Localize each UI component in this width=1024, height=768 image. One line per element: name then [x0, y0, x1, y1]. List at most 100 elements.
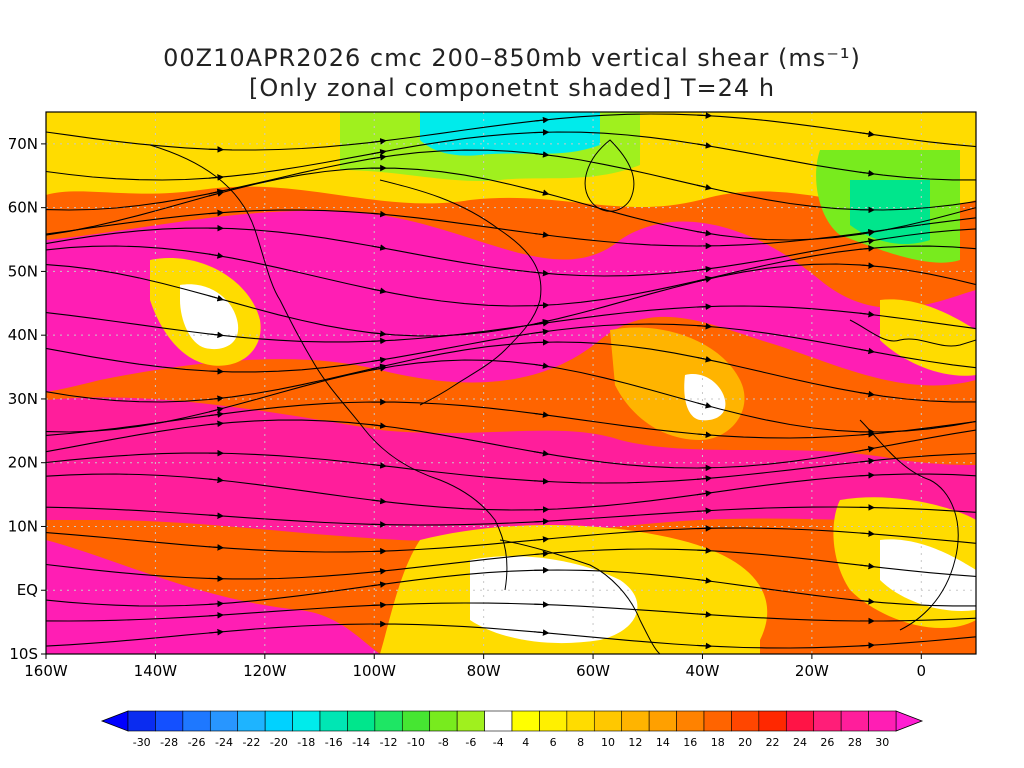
streamline-arrow: [696, 490, 713, 497]
lon-tick-label: 100W: [353, 662, 397, 680]
streamline-arrow: [696, 642, 713, 650]
lat-tick-label: 10S: [9, 645, 38, 663]
colorbar-label: 10: [601, 736, 615, 749]
lat-tick-label: EQ: [17, 581, 38, 599]
colorbar-label: -4: [493, 736, 504, 749]
streamline-arrow: [371, 422, 387, 429]
colorbar-label: 6: [550, 736, 557, 749]
streamline-arrow: [696, 183, 713, 191]
shear-streamlines: [46, 112, 976, 650]
streamline-arrow: [371, 287, 387, 294]
streamline: [46, 419, 976, 469]
streamline: [46, 527, 976, 553]
colorbar-swatch: [209, 710, 239, 732]
streamline-arrow: [534, 362, 550, 369]
colorbar-label: 16: [683, 736, 697, 749]
colorbar-label: -8: [438, 736, 449, 749]
colorbar-label: -6: [465, 736, 476, 749]
lon-tick-label: 40W: [686, 662, 720, 680]
streamline-arrow: [208, 512, 225, 519]
streamline-arrow: [696, 276, 713, 283]
streamline-arrow: [534, 269, 550, 277]
streamline-arrow: [696, 229, 713, 237]
streamline-arrow: [534, 550, 550, 558]
streamline-arrow: [208, 612, 225, 619]
streamline-arrow: [859, 445, 875, 453]
streamline-arrow: [859, 598, 876, 605]
streamline-arrow: [371, 210, 387, 218]
streamline: [46, 245, 976, 307]
colorbar-label: 4: [522, 736, 529, 749]
streamline-arrow: [859, 457, 876, 465]
streamline: [46, 113, 976, 151]
streamline-arrow: [371, 365, 387, 372]
map-title-line-1: 00Z10APR2026 cmc 200–850mb vertical shea…: [163, 44, 861, 72]
streamline: [46, 227, 976, 277]
streamline-arrow: [696, 112, 713, 119]
colorbar-swatch: [347, 710, 376, 732]
colorbar-label: 8: [577, 736, 584, 749]
coastlines: [149, 139, 976, 654]
lon-tick-label: 80W: [467, 662, 501, 680]
colorbar-label: -14: [352, 736, 370, 749]
colorbar-swatch: [566, 710, 595, 732]
streamline-arrow: [208, 252, 225, 259]
streamline-arrow: [859, 130, 876, 138]
streamline-arrow: [696, 303, 713, 310]
streamline: [46, 263, 976, 337]
streamline: [46, 401, 976, 439]
streamline-arrow: [534, 328, 550, 336]
latitude-axis: 70N 60N 50N 40N 30N 20N 10N EQ 10S: [8, 135, 46, 663]
shaded-zonal-shear-field: [46, 112, 976, 654]
streamline-arrow: [859, 642, 876, 649]
colorbar-label: 14: [656, 736, 670, 749]
lat-tick-label: 10N: [8, 517, 38, 535]
colorbar-swatch: [593, 710, 623, 732]
colorbar-swatch: [182, 710, 211, 732]
colorbar-swatch: [319, 710, 348, 732]
streamline: [46, 305, 976, 343]
colorbar-swatch: [648, 710, 677, 732]
colorbar-swatch: [264, 710, 293, 732]
streamline-arrow: [208, 395, 225, 402]
streamline-arrow: [859, 390, 876, 398]
colorbar-label: 30: [875, 736, 889, 749]
colorbar-min-arrow: [100, 710, 129, 732]
streamline: [46, 452, 976, 484]
streamline: [46, 506, 976, 526]
colorbar-swatch: [155, 710, 184, 732]
streamline-arrow: [371, 601, 387, 609]
streamline: [46, 623, 976, 649]
streamline-arrow: [534, 320, 550, 327]
colorbar-swatch: [401, 710, 431, 732]
colorbar-swatch: [429, 710, 458, 732]
streamline-arrow: [208, 174, 225, 181]
streamline-arrow: [859, 237, 876, 245]
lon-tick-label: 120W: [243, 662, 287, 680]
colorbar-label: -16: [325, 736, 343, 749]
streamline-arrow: [696, 507, 713, 515]
colorbar-label: 28: [848, 736, 862, 749]
color-legend-bar: -30 -28 -26 -24 -22 -20 -18 -16 -14 -12 -10 -8 -6 -4 4…: [100, 710, 924, 749]
colorbar-label: -26: [188, 736, 206, 749]
streamline: [46, 131, 976, 181]
streamline-arrow: [208, 406, 224, 413]
colorbar-swatch: [868, 710, 897, 732]
streamline-arrow: [696, 356, 713, 363]
map-title-line-2: [Only zonal componetnt shaded] T=24 h: [248, 74, 776, 102]
colorbar-swatch: [292, 710, 321, 732]
colorbar-label: 18: [711, 736, 725, 749]
lon-tick-label: 0: [917, 662, 927, 680]
streamline: [46, 473, 976, 511]
streamline-arrow: [534, 518, 550, 525]
streamline-arrow: [534, 601, 550, 608]
streamline-arrow: [208, 476, 225, 484]
streamline-arrow: [371, 581, 387, 588]
streamline-arrow: [371, 568, 387, 575]
colorbar-swatch: [785, 710, 815, 732]
streamline-arrow: [371, 337, 387, 345]
colorbar-swatch: [758, 710, 787, 732]
colorbar-swatch: [539, 710, 568, 732]
